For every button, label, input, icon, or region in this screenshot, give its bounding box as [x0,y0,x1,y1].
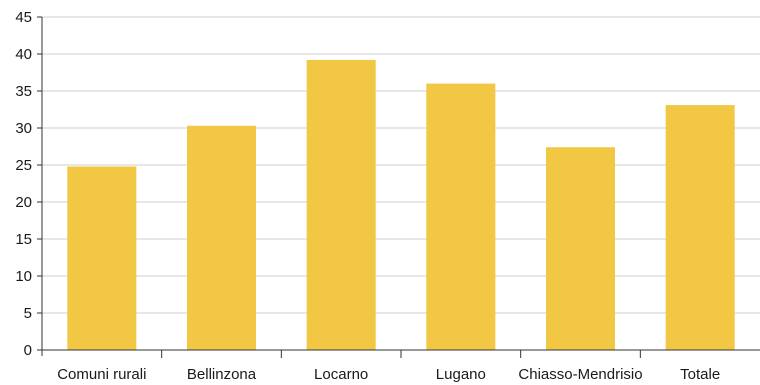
bar [307,60,376,350]
x-category-label: Totale [680,366,720,383]
bar [666,105,735,350]
bar [67,166,136,350]
x-category-label: Locarno [314,366,368,383]
y-tick-label: 30 [15,120,32,137]
y-tick-label: 40 [15,46,32,63]
y-tick-label: 45 [15,9,32,26]
y-tick-label: 20 [15,194,32,211]
x-category-label: Comuni rurali [57,366,146,383]
y-tick-label: 10 [15,268,32,285]
y-tick-label: 35 [15,83,32,100]
x-category-label: Chiasso-Mendrisio [518,366,642,383]
bars [67,60,734,350]
y-tick-label: 15 [15,231,32,248]
axes [37,17,760,358]
x-category-labels: Comuni rurali Bellinzona Locarno Lugano Chia… [57,366,720,383]
y-tick-label: 5 [24,305,32,322]
bar [546,147,615,350]
gridlines [42,17,760,313]
x-category-label: Bellinzona [187,366,257,383]
x-category-label: Lugano [436,366,486,383]
y-tick-label: 25 [15,157,32,174]
y-tick-label: 0 [24,342,32,359]
bar [187,126,256,350]
bar [426,84,495,350]
y-tick-labels: 0 5 10 15 20 25 30 35 40 45 [15,9,32,359]
